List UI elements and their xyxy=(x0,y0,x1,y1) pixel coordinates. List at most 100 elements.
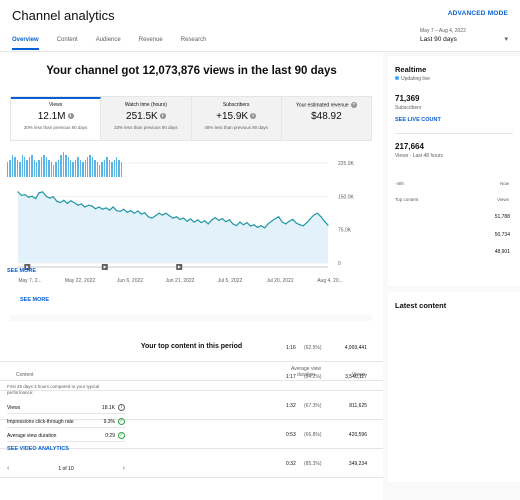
realtime-bar xyxy=(96,162,99,177)
chevron-left-icon[interactable]: ‹ xyxy=(7,465,10,472)
x-tick-label: May 22, 2022 xyxy=(65,278,96,284)
data-point xyxy=(84,206,86,208)
data-point xyxy=(73,201,75,204)
metric-value: $48.92 xyxy=(311,111,342,123)
subscribers-label: Subscribers xyxy=(395,105,422,111)
tab-research[interactable]: Research xyxy=(180,37,207,43)
column-header-duration[interactable]: Average view duration xyxy=(291,366,321,378)
advanced-mode-button[interactable]: ADVANCED MODE xyxy=(447,10,508,17)
metric-label: Watch time (hours) xyxy=(124,102,167,108)
chevron-down-icon: ▾ xyxy=(504,36,508,43)
divider xyxy=(395,133,513,134)
data-point xyxy=(327,224,329,226)
data-point xyxy=(112,206,114,208)
see-more-link[interactable]: SEE MORE xyxy=(20,297,50,303)
realtime-bar xyxy=(120,162,123,177)
realtime-title: Realtime xyxy=(395,65,427,74)
live-status: Updating live xyxy=(395,76,520,82)
data-point xyxy=(306,221,308,224)
realtime-bar xyxy=(108,159,111,177)
y-tick-label: 225.0K xyxy=(338,161,355,167)
data-point xyxy=(126,211,128,213)
data-point xyxy=(225,221,227,223)
table-row[interactable]: 0:32 (85.3%) 349,234 xyxy=(0,450,383,478)
data-point xyxy=(24,193,26,196)
play-icon xyxy=(178,265,181,269)
tab-content[interactable]: Content xyxy=(56,37,78,43)
data-point xyxy=(77,204,79,206)
date-range-picker[interactable]: May 7 – Aug 4, 2022 Last 90 days ▾ xyxy=(420,28,508,43)
metric-value: +15.9K xyxy=(216,111,249,122)
table-row[interactable]: 0:53 (66.8%) 420,596 xyxy=(0,421,383,449)
metric-tab-watch-time[interactable]: Watch time (hours) 251.5K ℹ 33% less than… xyxy=(101,97,192,140)
data-point xyxy=(221,217,223,220)
realtime-bar-chart[interactable] xyxy=(7,152,123,177)
column-header-views[interactable]: Views xyxy=(352,372,366,378)
data-point xyxy=(137,210,139,212)
views-chart[interactable]: 225.0K 150.0K 75.0K 0 May 7, 2... May 22, 202… xyxy=(10,153,372,293)
data-point xyxy=(204,220,206,222)
latest-metric-value: 9.3% xyxy=(103,419,115,425)
data-point xyxy=(87,204,90,206)
tab-audience[interactable]: Audience xyxy=(95,37,121,43)
realtime-top-item-views: 48,901 xyxy=(494,249,510,255)
data-point xyxy=(211,219,213,221)
metric-tab-views[interactable]: Views 12.1M ℹ 30% less than previous 90 d… xyxy=(11,97,102,140)
avg-duration: 0:53 xyxy=(286,432,296,438)
table-header: Content Average view duration Views xyxy=(0,363,383,381)
realtime-bar xyxy=(89,154,91,177)
views-count: 4,993,441 xyxy=(344,345,367,351)
column-header-content: Content xyxy=(16,372,34,378)
data-point xyxy=(214,217,216,219)
x-tick-label: Jul 5, 2022 xyxy=(218,278,243,284)
realtime-views: 217,664 xyxy=(395,142,424,151)
data-point xyxy=(242,224,245,226)
data-point xyxy=(302,225,304,227)
data-point xyxy=(116,209,118,212)
realtime-bar xyxy=(103,159,106,177)
latest-metric-row: Views 18.1K i xyxy=(7,402,125,414)
table-row[interactable]: 1:32 (67.3%) 811,625 xyxy=(0,392,383,420)
realtime-bar xyxy=(31,154,33,177)
data-point xyxy=(263,227,266,229)
see-live-count-link[interactable]: SEE LIVE COUNT xyxy=(395,117,441,123)
data-point xyxy=(313,214,315,216)
views-area xyxy=(18,191,328,263)
chevron-right-icon[interactable]: › xyxy=(122,465,125,472)
play-icon xyxy=(26,265,29,269)
views-count: 3,540,117 xyxy=(345,374,367,380)
data-point xyxy=(59,201,61,204)
table-row[interactable]: 1:16 (62.5%) 4,993,441 xyxy=(0,334,383,362)
latest-metric-value: 18.1K xyxy=(101,405,115,411)
tab-overview[interactable]: Overview xyxy=(12,37,39,50)
table-row[interactable]: 1:17 (64.2%) 3,540,117 xyxy=(0,363,383,391)
data-point xyxy=(108,209,111,211)
check-circle-icon: ✓ xyxy=(118,432,125,439)
latest-content-title: Latest content xyxy=(395,301,447,310)
metric-tab-subscribers[interactable]: Subscribers +15.9K ℹ 48% less than previo… xyxy=(191,97,282,140)
data-point xyxy=(130,209,132,212)
data-point xyxy=(232,223,234,225)
info-icon: i xyxy=(118,404,125,411)
data-point xyxy=(179,218,181,221)
data-point xyxy=(52,196,54,198)
data-point xyxy=(70,200,72,202)
data-point xyxy=(66,202,68,205)
help-icon: ? xyxy=(350,102,357,108)
metric-tab-revenue[interactable]: Your estimated revenue? $48.92 xyxy=(281,97,371,140)
realtime-bar xyxy=(28,157,31,177)
y-tick-label: 150.0K xyxy=(338,194,355,200)
data-point xyxy=(197,219,199,221)
realtime-bar xyxy=(7,162,9,177)
data-point xyxy=(239,221,241,223)
realtime-top-item-views: 51,788 xyxy=(494,214,510,220)
realtime-bar xyxy=(77,157,79,177)
see-video-analytics-link[interactable]: SEE VIDEO ANALYTICS xyxy=(7,446,69,452)
realtime-bar xyxy=(36,162,38,177)
avg-duration: 1:17 xyxy=(286,374,296,380)
data-point xyxy=(249,225,252,227)
see-more-link[interactable]: SEE MORE xyxy=(7,268,37,274)
realtime-bar xyxy=(113,159,115,177)
realtime-bar xyxy=(38,159,40,177)
tab-revenue[interactable]: Revenue xyxy=(138,37,163,43)
